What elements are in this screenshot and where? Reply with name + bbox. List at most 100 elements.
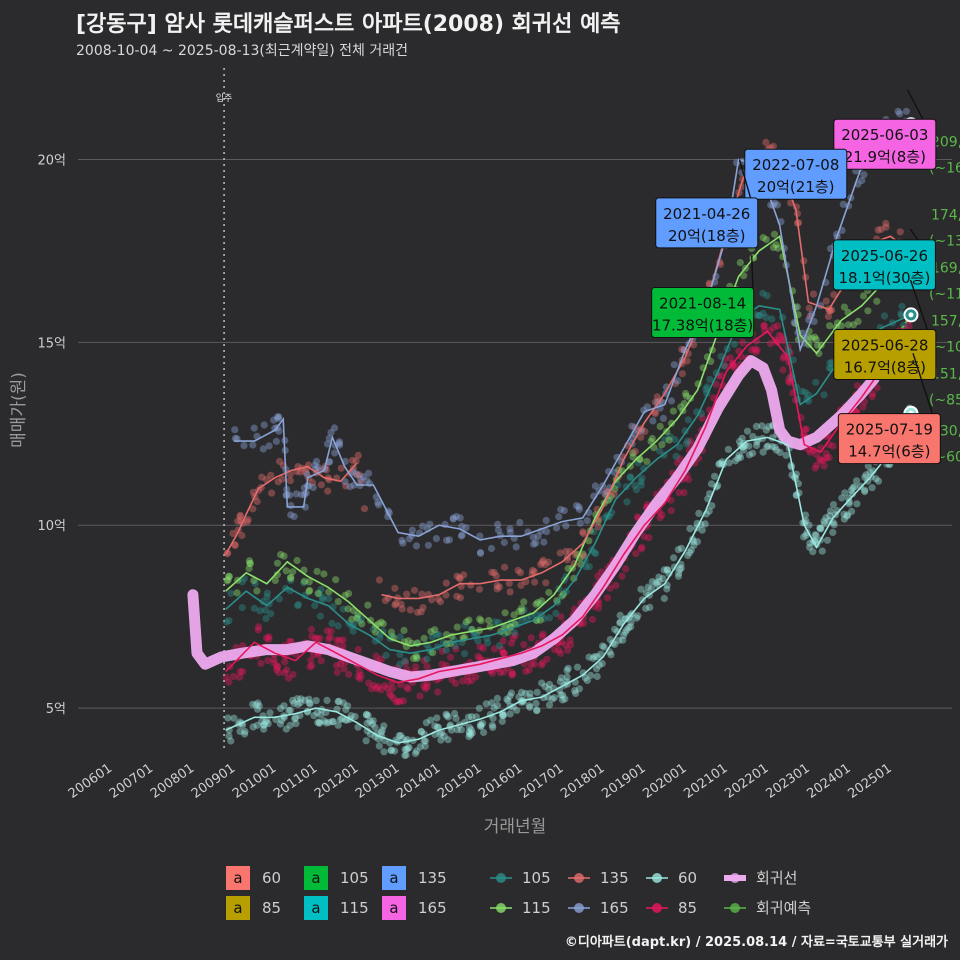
price-point <box>736 453 745 462</box>
price-point <box>698 414 706 422</box>
price-point <box>358 620 366 628</box>
price-point <box>611 625 619 633</box>
price-point <box>225 617 233 625</box>
price-point <box>246 560 254 568</box>
price-point <box>619 636 627 644</box>
price-point <box>387 746 395 755</box>
price-point <box>317 657 325 665</box>
price-point <box>392 698 400 706</box>
price-point <box>902 107 911 115</box>
price-point <box>452 645 460 653</box>
credit-text: ©디아파트(dapt.kr) / 2025.08.14 / 자료=국토교통부 실… <box>564 935 948 950</box>
legend-label: 165 <box>600 899 629 917</box>
price-point <box>479 719 487 727</box>
price-point <box>333 668 341 676</box>
price-point <box>628 422 636 430</box>
price-point <box>820 517 828 525</box>
price-point <box>516 569 525 577</box>
price-point <box>550 694 559 702</box>
price-point <box>419 522 427 530</box>
price-point <box>238 604 246 612</box>
price-point <box>655 573 663 581</box>
price-point <box>509 670 517 678</box>
legend-glyph: a <box>389 869 398 887</box>
price-point <box>290 512 298 521</box>
price-point <box>401 745 409 754</box>
price-point <box>277 551 285 559</box>
price-point <box>589 654 597 663</box>
price-point <box>672 452 680 460</box>
price-point <box>404 685 412 693</box>
price-point <box>397 732 405 740</box>
price-point <box>634 459 642 467</box>
price-point <box>896 110 904 118</box>
price-point <box>518 607 526 615</box>
price-point <box>520 598 528 606</box>
price-point <box>748 346 756 354</box>
price-point <box>762 426 770 434</box>
price-point <box>563 666 571 675</box>
chart-title: [강동구] 암사 롯데캐슬퍼스트 아파트(2008) 회귀선 예측 <box>76 12 621 37</box>
price-point <box>412 542 421 550</box>
x-tick-label: 200901 <box>189 761 238 802</box>
price-point <box>711 472 719 480</box>
price-point <box>404 637 412 645</box>
price-point <box>707 480 716 488</box>
price-point <box>527 634 535 642</box>
end-area-label: (~115㎡) <box>929 287 960 303</box>
price-point <box>364 711 372 720</box>
price-point <box>779 354 787 362</box>
price-point <box>765 423 773 431</box>
price-point <box>659 414 668 422</box>
legend-label: 105 <box>522 869 551 887</box>
price-point <box>314 718 322 727</box>
price-point <box>576 519 584 527</box>
price-point <box>464 713 473 721</box>
legend-label: 85 <box>262 899 281 917</box>
price-point <box>287 574 295 583</box>
price-point <box>405 743 413 752</box>
price-point <box>583 517 591 525</box>
callout-date: 2022-07-08 <box>752 156 839 174</box>
price-point <box>739 443 747 451</box>
price-point <box>260 721 268 729</box>
price-point <box>377 728 385 736</box>
price-point <box>307 656 315 664</box>
callout-box <box>832 239 936 291</box>
price-point <box>556 549 564 557</box>
price-point <box>421 742 429 750</box>
end-area-label: (~85㎡) <box>929 393 960 409</box>
price-point <box>301 696 309 704</box>
price-point <box>410 586 419 594</box>
price-point <box>582 563 590 571</box>
price-point <box>240 442 248 450</box>
price-point <box>465 723 474 732</box>
price-point <box>273 662 281 670</box>
price-point <box>897 309 905 317</box>
price-point <box>365 469 373 477</box>
price-point <box>334 697 342 706</box>
price-point <box>645 534 653 542</box>
price-point <box>296 468 304 476</box>
price-point <box>843 512 851 520</box>
price-point <box>329 718 337 726</box>
price-point <box>864 307 872 315</box>
price-point <box>341 591 349 599</box>
price-point <box>749 432 757 441</box>
price-point <box>448 676 456 684</box>
series-line-85 <box>225 330 912 684</box>
price-point <box>456 575 464 583</box>
price-point <box>363 727 371 735</box>
price-point <box>458 531 466 539</box>
price-point <box>323 627 331 635</box>
price-point <box>320 570 328 578</box>
price-point <box>802 531 810 539</box>
price-point <box>384 684 392 692</box>
callout-date: 2025-06-28 <box>841 337 928 355</box>
price-point <box>336 441 344 449</box>
price-point <box>592 665 601 673</box>
price-point <box>698 526 706 534</box>
price-point <box>268 489 276 497</box>
price-point <box>376 634 384 642</box>
price-point <box>267 610 275 618</box>
